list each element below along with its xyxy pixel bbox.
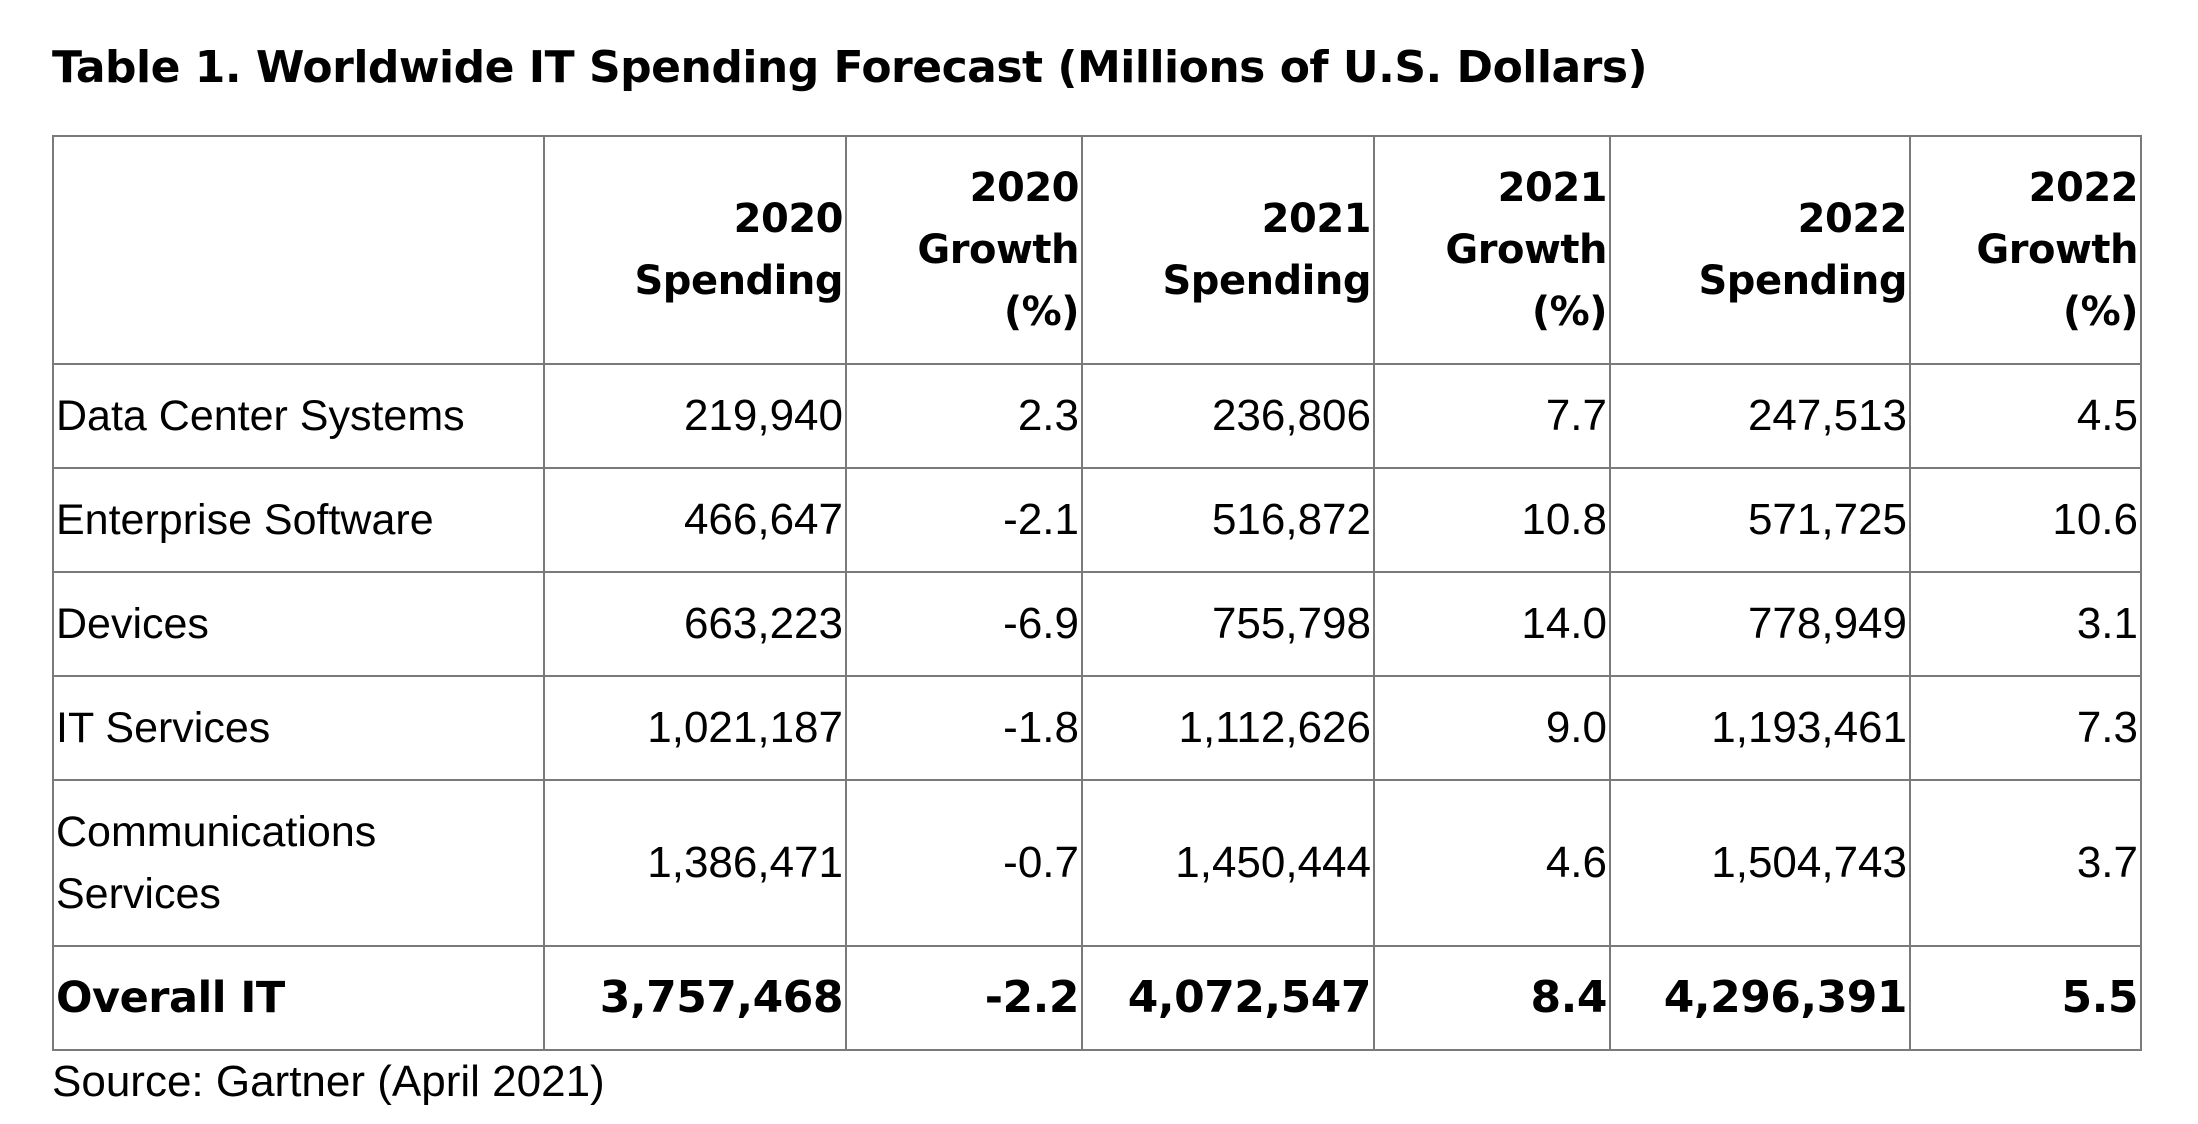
row-label: Data Center Systems [52, 363, 545, 469]
cell-2022-growth: 5.5 [1909, 945, 2142, 1051]
row-label: Overall IT [52, 945, 545, 1051]
cell-2021-growth: 7.7 [1373, 363, 1611, 469]
cell-2022-growth: 3.1 [1909, 571, 2142, 677]
header-2020-growth: 2020 Growth (%) [845, 135, 1083, 365]
cell-2022-spending: 571,725 [1609, 467, 1911, 573]
cell-2020-spending: 1,386,471 [543, 779, 847, 947]
cell-2021-spending: 516,872 [1081, 467, 1375, 573]
cell-2020-growth: -2.1 [845, 467, 1083, 573]
cell-2022-spending: 1,193,461 [1609, 675, 1911, 781]
cell-2020-spending: 219,940 [543, 363, 847, 469]
table-row: Data Center Systems 219,940 2.3 236,806 … [52, 363, 2142, 469]
cell-2022-growth: 3.7 [1909, 779, 2142, 947]
cell-2020-growth: -6.9 [845, 571, 1083, 677]
row-label: Communications Services [52, 779, 545, 947]
cell-2020-growth: -2.2 [845, 945, 1083, 1051]
row-label: IT Services [52, 675, 545, 781]
cell-2022-spending: 778,949 [1609, 571, 1911, 677]
cell-2022-spending: 4,296,391 [1609, 945, 1911, 1051]
cell-2020-spending: 3,757,468 [543, 945, 847, 1051]
cell-2020-spending: 466,647 [543, 467, 847, 573]
cell-2020-growth: -1.8 [845, 675, 1083, 781]
cell-2021-spending: 4,072,547 [1081, 945, 1375, 1051]
cell-2020-spending: 663,223 [543, 571, 847, 677]
cell-2021-growth: 9.0 [1373, 675, 1611, 781]
cell-2020-spending: 1,021,187 [543, 675, 847, 781]
cell-2022-growth: 7.3 [1909, 675, 2142, 781]
cell-2021-spending: 1,450,444 [1081, 779, 1375, 947]
header-cell [52, 135, 545, 365]
header-2020-spending: 2020 Spending [543, 135, 847, 365]
header-row: 2020 Spending 2020 Growth (%) 2021 Spend… [52, 135, 2142, 365]
table-row: Devices 663,223 -6.9 755,798 14.0 778,94… [52, 571, 2142, 677]
row-label: Devices [52, 571, 545, 677]
header-2021-growth: 2021 Growth (%) [1373, 135, 1611, 365]
cell-2021-spending: 755,798 [1081, 571, 1375, 677]
cell-2022-growth: 10.6 [1909, 467, 2142, 573]
cell-2022-spending: 1,504,743 [1609, 779, 1911, 947]
cell-2020-growth: -0.7 [845, 779, 1083, 947]
source-note: Source: Gartner (April 2021) [52, 1057, 605, 1106]
header-2022-spending: 2022 Spending [1609, 135, 1911, 365]
cell-2021-spending: 236,806 [1081, 363, 1375, 469]
cell-2022-spending: 247,513 [1609, 363, 1911, 469]
table-row: IT Services 1,021,187 -1.8 1,112,626 9.0… [52, 675, 2142, 781]
header-2022-growth: 2022 Growth (%) [1909, 135, 2142, 365]
cell-2021-growth: 4.6 [1373, 779, 1611, 947]
table-row: Enterprise Software 466,647 -2.1 516,872… [52, 467, 2142, 573]
it-spending-table: 2020 Spending 2020 Growth (%) 2021 Spend… [52, 135, 2142, 1051]
cell-2021-growth: 10.8 [1373, 467, 1611, 573]
cell-2020-growth: 2.3 [845, 363, 1083, 469]
table-title: Table 1. Worldwide IT Spending Forecast … [52, 42, 1648, 93]
total-row: Overall IT 3,757,468 -2.2 4,072,547 8.4 … [52, 945, 2142, 1051]
cell-2021-growth: 8.4 [1373, 945, 1611, 1051]
cell-2022-growth: 4.5 [1909, 363, 2142, 469]
cell-2021-growth: 14.0 [1373, 571, 1611, 677]
header-2021-spending: 2021 Spending [1081, 135, 1375, 365]
row-label: Enterprise Software [52, 467, 545, 573]
table-row: Communications Services 1,386,471 -0.7 1… [52, 779, 2142, 947]
cell-2021-spending: 1,112,626 [1081, 675, 1375, 781]
